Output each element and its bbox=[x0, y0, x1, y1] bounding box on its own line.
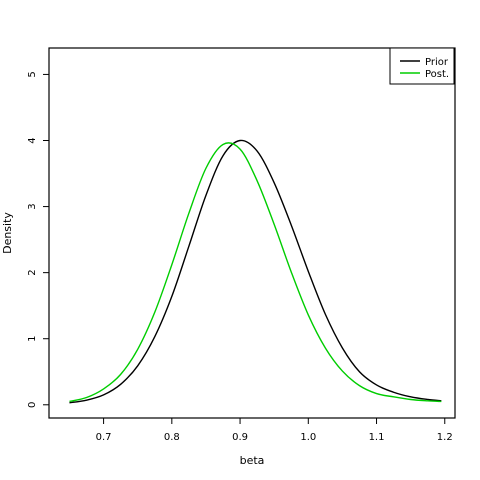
y-tick-label: 1 bbox=[27, 336, 38, 342]
x-tick-label: 0.7 bbox=[96, 432, 112, 443]
x-tick-label: 1.2 bbox=[437, 432, 453, 443]
x-tick-label: 1.1 bbox=[369, 432, 385, 443]
y-axis-title: Density bbox=[1, 212, 14, 254]
legend-box bbox=[389, 47, 455, 85]
y-tick-label: 3 bbox=[27, 203, 38, 209]
y-tick-label: 2 bbox=[27, 269, 38, 275]
x-axis: 0.7 0.8 0.9 1.0 1.1 1.2 bbox=[96, 418, 453, 443]
y-tick-label: 5 bbox=[27, 71, 38, 77]
legend-label: Prior bbox=[425, 57, 449, 68]
plot-frame bbox=[48, 47, 456, 419]
series-line-0 bbox=[69, 139, 442, 404]
legend-label: Post. bbox=[425, 69, 449, 80]
x-tick-label: 1.0 bbox=[300, 432, 316, 443]
y-tick-label: 4 bbox=[27, 137, 38, 143]
series-curves bbox=[69, 139, 442, 404]
x-tick-label: 0.9 bbox=[232, 432, 248, 443]
y-tick-label: 0 bbox=[27, 402, 38, 408]
y-axis: 0 1 2 3 4 5 bbox=[27, 71, 49, 408]
series-line-1 bbox=[69, 142, 442, 403]
x-tick-label: 0.8 bbox=[164, 432, 180, 443]
x-axis-title: beta bbox=[240, 454, 265, 467]
